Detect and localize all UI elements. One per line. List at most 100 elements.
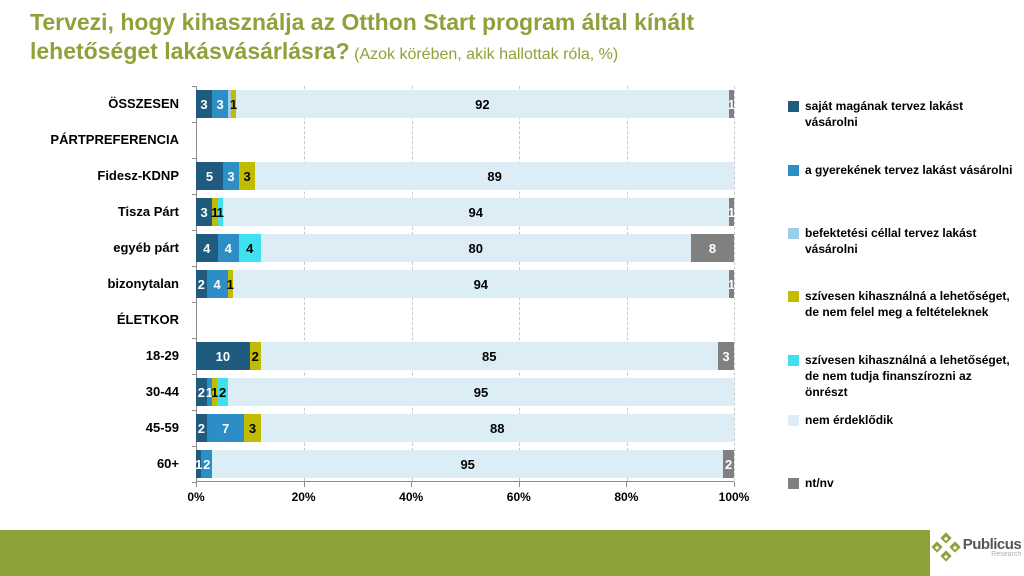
- bar-value-label: 4: [203, 240, 211, 256]
- row-bars: [196, 302, 734, 338]
- bar-segment-befektetesi: [228, 90, 231, 118]
- bar-segment-feltetel: 1: [230, 90, 237, 118]
- bar-segment-nem_erdeklodik: 94: [232, 270, 729, 298]
- bar-value-label: 1: [727, 96, 734, 112]
- bar-segment-onresz: 4: [239, 234, 261, 262]
- bar-segment-sajat: 10: [196, 342, 250, 370]
- bar-segment-gyerek: 4: [217, 234, 240, 262]
- bar-value-label: 1: [211, 204, 219, 220]
- legend-swatch-icon: [788, 101, 799, 112]
- bar-segment-gyerek: 7: [206, 414, 245, 442]
- x-axis-label: 80%: [614, 490, 639, 504]
- row-label: Fidesz-KDNP: [97, 168, 179, 183]
- legend-label: a gyerekének tervez lakást vásárolni: [805, 163, 1013, 177]
- bar-value-label: 95: [473, 384, 489, 400]
- axis-row-tick: [192, 482, 197, 483]
- stacked-bar: 5 3 3 89: [196, 162, 734, 190]
- bar-value-label: 3: [200, 204, 208, 220]
- bar-segment-sajat: 3: [196, 90, 213, 118]
- bar-segment-gyerek: 2: [201, 450, 213, 478]
- bar-segment-gyerek: 1: [206, 378, 213, 406]
- bar-segment-sajat: 4: [196, 234, 218, 262]
- legend-swatch-icon: [788, 228, 799, 239]
- title-block: Tervezi, hogy kihasználja az Otthon Star…: [30, 8, 1010, 66]
- bar-value-label: 2: [203, 456, 211, 472]
- axis-row-tick: [192, 446, 197, 447]
- bar-segment-sajat: 5: [196, 162, 223, 190]
- stacked-bar: 2 1 1 2 95: [196, 378, 734, 406]
- bar-value-label: 3: [227, 168, 235, 184]
- axis-row-tick: [192, 338, 197, 339]
- bar-segment-ntnv: 8: [690, 234, 734, 262]
- bar-value-label: 3: [200, 96, 208, 112]
- row-bars: 3 3 1 92 1: [196, 86, 734, 122]
- publicus-logo-icon: [931, 532, 961, 562]
- bar-value-label: 94: [468, 204, 483, 220]
- stacked-bar: 2 7 3 88: [196, 414, 734, 442]
- legend-item-gyerek: a gyerekének tervez lakást vásárolni: [788, 162, 1013, 178]
- page-title-line1: Tervezi, hogy kihasználja az Otthon Star…: [30, 9, 695, 35]
- chart-row: egyéb párt 4 4 4 80 8: [0, 230, 734, 266]
- bar-segment-nem_erdeklodik: 95: [212, 450, 724, 478]
- x-axis-tick: [303, 482, 305, 487]
- row-label: ÖSSZESEN: [108, 96, 179, 111]
- chart-row: bizonytalan 2 4 1 94 1: [0, 266, 734, 302]
- chart-row: 60+ 1 2 95 2: [0, 446, 734, 482]
- axis-row-tick: [192, 374, 197, 375]
- bar-segment-nem_erdeklodik: 85: [260, 342, 718, 370]
- bar-value-label: 1: [216, 204, 224, 220]
- bar-segment-feltetel: 1: [211, 378, 218, 406]
- bar-segment-gyerek: 4: [206, 270, 228, 298]
- axis-row-tick: [192, 410, 197, 411]
- bar-segment-ntnv: 1: [728, 198, 734, 226]
- x-axis: 0% 20% 40% 60% 80% 100%: [187, 482, 749, 512]
- x-axis-label: 60%: [506, 490, 531, 504]
- row-bars: 4 4 4 80 8: [196, 230, 734, 266]
- row-label: bizonytalan: [107, 276, 179, 291]
- bar-value-label: 4: [224, 240, 232, 256]
- bar-segment-nem_erdeklodik: 95: [227, 378, 734, 406]
- bar-segment-sajat: 2: [196, 414, 207, 442]
- bar-segment-nem_erdeklodik: 94: [222, 198, 729, 226]
- legend-label: nt/nv: [805, 476, 834, 490]
- bar-value-label: 2: [197, 420, 205, 436]
- publicus-logo-text: Publicus Research: [963, 536, 1022, 558]
- row-bars: 1 2 95 2: [196, 446, 734, 482]
- legend-item-nem_erdeklodik: nem érdeklődik: [788, 412, 1013, 428]
- bar-value-label: 2: [197, 384, 205, 400]
- bar-value-label: 89: [487, 168, 502, 184]
- chart-legend: saját magának tervez lakást vásárolni a g…: [788, 86, 1020, 506]
- row-label: 30-44: [145, 384, 179, 399]
- bar-value-label: 1: [226, 276, 234, 292]
- bar-segment-ntnv: 1: [727, 90, 734, 118]
- x-axis-label: 20%: [291, 490, 316, 504]
- axis-row-tick: [192, 86, 197, 87]
- row-label: 18-29: [145, 348, 179, 363]
- bar-value-label: 2: [251, 348, 259, 364]
- row-bars: 2 7 3 88: [196, 410, 734, 446]
- page-subtitle: (Azok körében, akik hallottak róla, %): [354, 45, 619, 63]
- brand-subtitle: Research: [991, 551, 1022, 558]
- bar-value-label: 7: [221, 420, 230, 436]
- bar-segment-feltetel: 3: [244, 414, 261, 442]
- legend-label: saját magának tervez lakást vásárolni: [805, 99, 964, 130]
- bar-segment-feltetel: 2: [249, 342, 261, 370]
- chart-row: ÉLETKOR: [0, 302, 734, 338]
- x-axis-label: 0%: [187, 490, 205, 504]
- x-axis-tick: [411, 482, 413, 487]
- axis-row-tick: [192, 194, 197, 195]
- bar-segment-sajat: 2: [196, 378, 207, 406]
- row-section-header: ÉLETKOR: [116, 312, 179, 327]
- bar-segment-gyerek: 3: [222, 162, 240, 190]
- row-section-header: PÁRTPREFERENCIA: [50, 132, 179, 147]
- bar-segment-sajat: 3: [196, 198, 213, 226]
- bar-segment-nem_erdeklodik: 80: [260, 234, 691, 262]
- stacked-bar-chart: ÖSSZESEN 3 3 1 92 1 PÁRTPREFERENCIA Fidesz-KDNP…: [0, 86, 760, 512]
- brand-name: Publicus: [962, 536, 1022, 553]
- stacked-bar: 10 2 85 3: [196, 342, 734, 370]
- chart-row: PÁRTPREFERENCIA: [0, 122, 734, 158]
- legend-label: szívesen kihasználná a lehetőséget, de n…: [805, 353, 1010, 400]
- bar-value-label: 95: [460, 456, 475, 472]
- bar-value-label: 4: [246, 240, 254, 256]
- chart-row: 30-44 2 1 1 2 95: [0, 374, 734, 410]
